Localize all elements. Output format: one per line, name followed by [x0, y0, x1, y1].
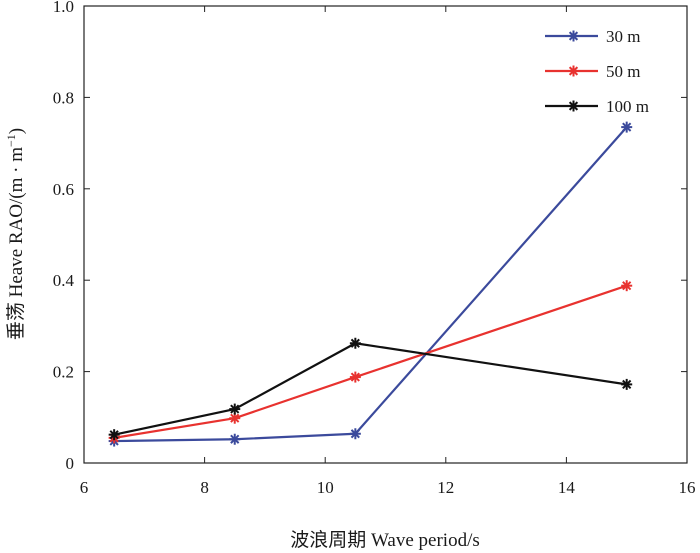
- y-tick-label: 0: [66, 454, 75, 473]
- series-line: [114, 126, 628, 443]
- data-point: [349, 428, 361, 440]
- axis-ticks: 6 8 10 12 14 16 0 0.2 0.4 0.6 0.8 1.0: [53, 0, 696, 497]
- series-layer: [108, 121, 633, 447]
- legend-item: 50 m: [545, 62, 640, 81]
- legend-label: 100 m: [606, 97, 649, 116]
- data-point: [229, 403, 241, 415]
- x-tick-label: 16: [679, 478, 696, 497]
- y-axis-title-close: ): [6, 128, 27, 134]
- data-point: [621, 378, 633, 390]
- legend: 30 m 50 m 100 m: [545, 27, 649, 116]
- x-tick-label: 12: [437, 478, 454, 497]
- data-point: [349, 337, 361, 349]
- legend-marker: [568, 65, 579, 77]
- y-tick-label: 0.8: [53, 88, 74, 107]
- data-point: [229, 433, 241, 445]
- x-tick-label: 14: [558, 478, 576, 497]
- y-tick-label: 0.2: [53, 363, 74, 382]
- y-axis-title-main: 垂荡 Heave RAO/(m · m: [5, 147, 27, 340]
- data-point: [621, 280, 633, 292]
- x-tick-label: 6: [80, 478, 89, 497]
- x-tick-label: 10: [317, 478, 334, 497]
- x-axis-title: 波浪周期 Wave period/s: [290, 529, 480, 551]
- y-axis-title: 垂荡 Heave RAO/(m · m−1): [4, 128, 27, 340]
- y-tick-label: 0.6: [53, 180, 74, 199]
- legend-item: 100 m: [545, 97, 649, 116]
- plot-frame: [83, 5, 688, 464]
- data-point: [621, 121, 633, 133]
- data-point: [349, 371, 361, 383]
- y-tick-label: 0.4: [53, 271, 75, 290]
- legend-label: 50 m: [606, 62, 640, 81]
- series-line: [113, 342, 627, 436]
- x-tick-label: 8: [200, 478, 209, 497]
- data-point: [108, 429, 120, 441]
- legend-marker: [568, 30, 579, 42]
- legend-marker: [568, 100, 579, 112]
- legend-label: 30 m: [606, 27, 640, 46]
- series-line: [113, 284, 628, 439]
- legend-item: 30 m: [545, 27, 640, 46]
- y-axis-title-sup: −1: [4, 134, 18, 147]
- y-tick-label: 1.0: [53, 0, 74, 16]
